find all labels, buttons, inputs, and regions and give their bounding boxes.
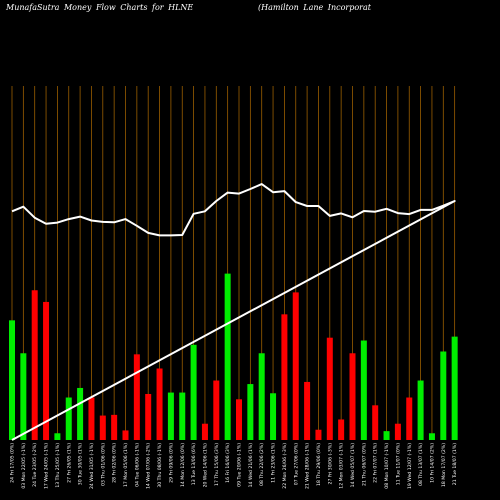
x-tick-label: 11 Tue 11/07 (0%) (395, 443, 401, 485)
price-line (11, 183, 456, 441)
x-tick-label: 17 Mon 05/06 (1%) (123, 443, 129, 487)
x-tick-label: 07 Tue 27/06 (0%) (293, 443, 299, 485)
volume-bar (270, 393, 277, 440)
volume-bar (304, 381, 311, 440)
x-tick-label: 08 Mon 10/07 (-1%) (384, 443, 390, 489)
volume-bar (213, 380, 220, 440)
x-tick-label: 21 Thu 06/07 (0%) (361, 443, 367, 486)
x-tick-label: 12 Mon 03/07 (-1%) (339, 443, 345, 489)
x-tick-label: 27 Fri 26/05 (1%) (66, 443, 72, 483)
volume-bar (383, 431, 390, 440)
price-line-path (11, 183, 456, 441)
volume-bar (360, 340, 367, 440)
x-tick-label: 19 Wed 12/07 (-1%) (407, 443, 413, 489)
x-tick-label: 08 Thu 13/07 (1%) (418, 443, 424, 486)
x-tick-label: 22 Fri 07/07 (1%) (373, 443, 379, 483)
volume-bar (145, 393, 152, 440)
x-tick-label: 24 Fri 17/05 (0%) (10, 443, 16, 483)
volume-bar (394, 423, 401, 440)
gridlines (11, 86, 456, 440)
volume-bar (65, 397, 72, 440)
volume-bar (77, 387, 84, 440)
x-tick-label: 27 Fri 30/06 (-3%) (327, 443, 333, 485)
x-tick-label: 04 Tue 06/06 (-1%) (134, 443, 140, 487)
x-tick-label: 14 Wed 21/06 (1%) (248, 443, 254, 488)
x-tick-label: 16 Fri 16/06 (3%) (225, 443, 231, 483)
volume-bar (406, 397, 413, 440)
x-axis-labels: 24 Fri 17/05 (0%) 03 Mon 22/05 (-1%) 24 Tu… (10, 443, 459, 489)
x-tick-label: 22 Mon 26/06 (-3%) (282, 443, 288, 489)
chart-title: MunafaSutra Money Flow Charts for HLNE (6, 3, 194, 12)
volume-bar (338, 419, 345, 440)
x-tick-label: 20 Wed 14/06 (1%) (202, 443, 208, 488)
x-tick-label: 17 Wed 24/05 (-1%) (44, 443, 50, 489)
volume-bar (179, 392, 186, 440)
x-tick-label: 14 Wed 07/06 (-2%) (146, 443, 152, 489)
volume-bar (326, 337, 333, 440)
volume-bar (315, 429, 322, 440)
volume-bar (428, 433, 435, 440)
x-tick-label: 18 Thu 29/06 (0%) (316, 443, 322, 486)
x-tick-label: 11 Fri 23/06 (1%) (271, 443, 277, 483)
volume-bars (9, 273, 458, 440)
volume-bar (43, 301, 50, 440)
volume-bar (201, 423, 208, 440)
volume-bar (292, 292, 299, 440)
volume-bar (156, 368, 163, 440)
x-tick-label: 24 Wed 31/05 (-1%) (89, 443, 95, 489)
x-tick-label: 21 Tue 18/07 (1%) (452, 443, 458, 485)
x-tick-label: 10 Fri 14/07 (2%) (429, 443, 435, 483)
x-tick-label: 29 Fri 09/06 (0%) (168, 443, 174, 483)
volume-bar (247, 384, 254, 440)
volume-bar (111, 414, 118, 440)
x-tick-label: 30 Tue 30/05 (1%) (78, 443, 84, 485)
x-tick-label: 30 Thu 08/06 (-1%) (157, 443, 163, 488)
volume-bar (236, 399, 242, 440)
volume-bar (122, 430, 129, 440)
volume-bar (281, 314, 288, 440)
volume-bar (451, 336, 458, 440)
volume-bar (258, 353, 265, 440)
volume-bar (31, 290, 38, 440)
x-tick-label: 14 Mon 12/06 (0%) (180, 443, 186, 487)
x-tick-label: 08 Thu 22/06 (2%) (259, 443, 265, 486)
volume-bar (20, 353, 27, 440)
volume-bar (133, 354, 140, 440)
volume-bar (9, 320, 15, 440)
x-tick-label: 17 Thu 15/06 (3%) (214, 443, 220, 486)
volume-bar (440, 351, 447, 440)
volume-bar (349, 353, 356, 440)
x-tick-label: 13 Tue 13/06 (6%) (191, 443, 197, 485)
x-tick-label: 14 Wed 05/07 (1%) (350, 443, 356, 488)
x-tick-label: 03 Thu 01/06 (0%) (100, 443, 106, 486)
x-tick-label: 13 Thu 25/05 (-1%) (55, 443, 61, 488)
x-tick-label: 24 Tue 23/05 (-2%) (32, 443, 38, 487)
x-tick-label: 09 Tue 20/06 (-1%) (237, 443, 243, 487)
volume-bar (190, 344, 197, 440)
x-tick-label: 21 Wed 28/06 (-1%) (305, 443, 311, 489)
company-name: (Hamilton Lane Incorporat (258, 3, 371, 12)
volume-bar (372, 405, 379, 440)
volume-bar (54, 433, 61, 440)
volume-bar (224, 273, 231, 440)
volume-bar (88, 397, 95, 440)
volume-bar (417, 380, 424, 440)
x-tick-label: 03 Mon 22/05 (-1%) (21, 443, 27, 489)
volume-bar (167, 392, 174, 440)
x-tick-label: 18 Mon 17/07 (2%) (441, 443, 447, 487)
volume-bar (99, 415, 106, 440)
x-tick-label: 28 Fri 02/06 (0%) (112, 443, 118, 483)
